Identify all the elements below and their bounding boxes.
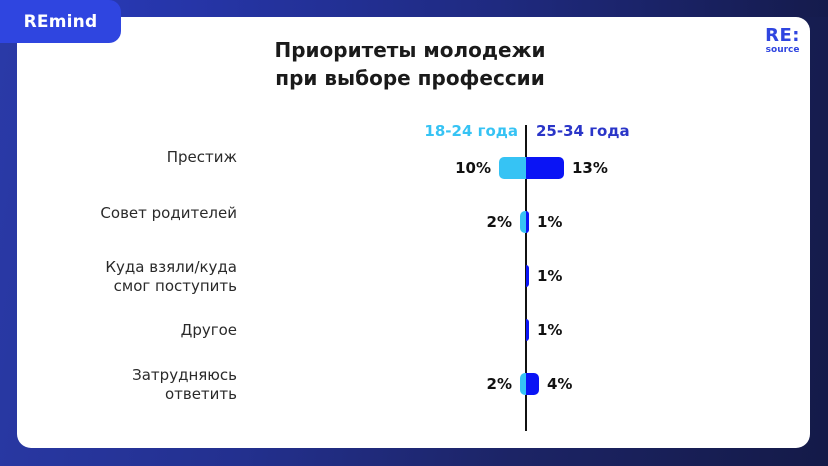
value-18-24: 2%	[486, 375, 512, 393]
row-label-undecided: Затрудняюсь ответить	[132, 366, 237, 404]
title-line-2: при выборе профессии	[275, 66, 545, 90]
row-label-line: Совет родителей	[100, 204, 237, 222]
chart-title: Приоритеты молодежи при выборе профессии	[220, 36, 600, 92]
title-line-1: Приоритеты молодежи	[274, 38, 546, 62]
value-25-34: 4%	[547, 375, 573, 393]
row-label-line: Куда взяли/куда	[105, 258, 237, 276]
bar-25-34	[526, 373, 539, 395]
row-label-other: Другое	[181, 321, 237, 340]
remind-badge: REmind	[0, 0, 121, 43]
logo-main: RE:	[765, 25, 800, 46]
slide-card	[17, 17, 810, 448]
logo-sub: source	[765, 45, 800, 55]
bar-25-34	[526, 265, 529, 287]
row-label-line: Престиж	[166, 148, 237, 166]
bar-18-24	[499, 157, 526, 179]
bar-18-24	[520, 373, 526, 395]
row-label-line: смог поступить	[113, 277, 237, 295]
bar-25-34	[526, 319, 529, 341]
value-18-24: 10%	[455, 159, 491, 177]
row-label-line: Затрудняюсь	[132, 366, 237, 384]
resource-logo: RE: source	[765, 27, 800, 55]
row-label-admitted: Куда взяли/куда смог поступить	[105, 258, 237, 296]
legend-18-24: 18-24 года	[424, 122, 518, 140]
value-25-34: 1%	[537, 213, 563, 231]
value-25-34: 1%	[537, 321, 563, 339]
legend-25-34: 25-34 года	[536, 122, 630, 140]
bar-25-34	[526, 157, 564, 179]
value-25-34: 13%	[572, 159, 608, 177]
bar-25-34	[526, 211, 529, 233]
bar-18-24	[520, 211, 526, 233]
top-band	[0, 0, 828, 17]
value-18-24: 2%	[486, 213, 512, 231]
row-label-prestige: Престиж	[167, 148, 237, 167]
row-label-parents: Совет родителей	[100, 204, 237, 223]
value-25-34: 1%	[537, 267, 563, 285]
row-label-line: ответить	[164, 385, 237, 403]
row-label-line: Другое	[180, 321, 237, 339]
